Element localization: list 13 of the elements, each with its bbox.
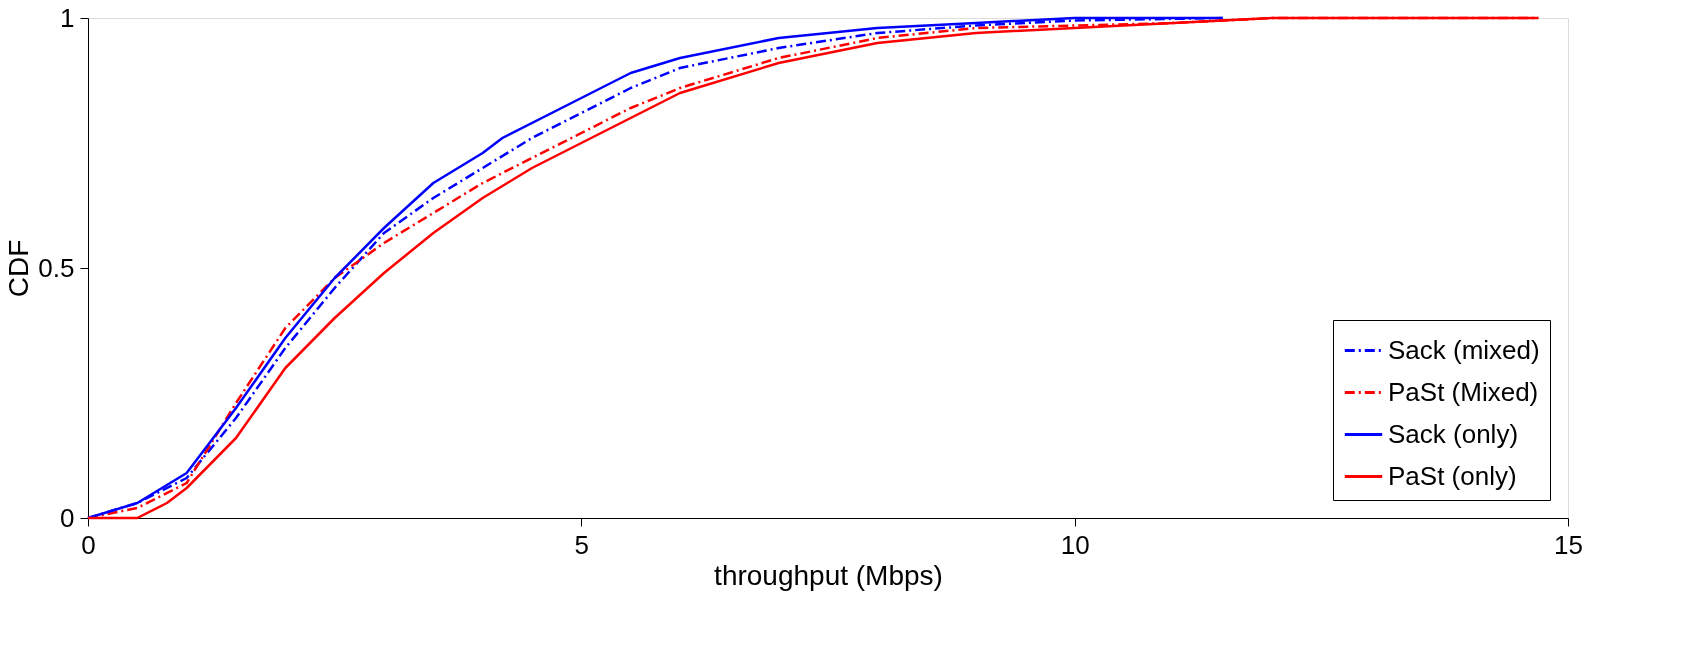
legend-label: PaSt (only) [1388, 460, 1517, 491]
x-tick-label: 5 [574, 529, 590, 560]
legend-label: Sack (only) [1388, 418, 1519, 449]
x-axis-title: throughput (Mbps) [714, 559, 943, 591]
y-tick-label: 0 [60, 502, 75, 533]
x-tick-label: 0 [81, 529, 96, 560]
y-tick-label: 1 [60, 2, 75, 33]
legend-label: PaSt (Mixed) [1388, 376, 1539, 407]
x-tick-label: 10 [1060, 529, 1090, 560]
x-tick-label: 15 [1554, 529, 1583, 560]
legend-label: Sack (mixed) [1388, 334, 1540, 365]
y-axis-title: CDF [3, 239, 35, 298]
y-tick-label: 0.5 [38, 252, 75, 283]
